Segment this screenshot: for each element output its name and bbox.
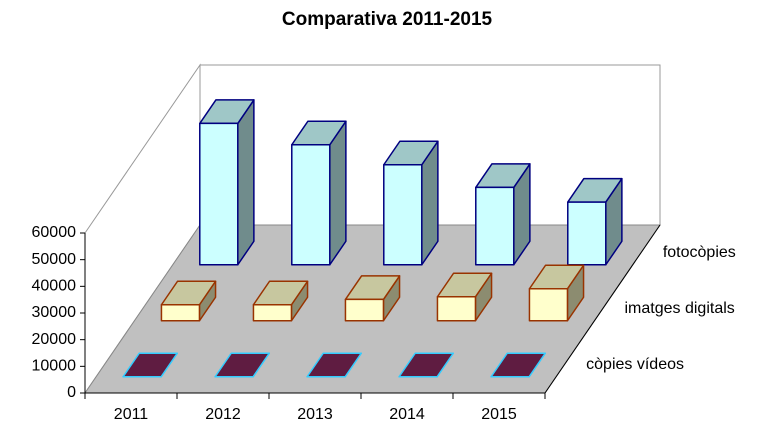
bar [436,296,477,322]
series-label: fotocòpies [663,244,736,261]
x-tick-label: 2013 [297,406,333,423]
bar [528,288,569,322]
y-tick-label: 10000 [32,358,77,375]
bar [475,186,515,266]
bar [199,122,239,266]
x-tick-label: 2011 [114,406,149,423]
bar [344,298,385,322]
bar [383,164,423,266]
y-tick-label: 60000 [32,224,77,241]
y-tick-label: 0 [67,384,76,401]
y-tick-label: 40000 [32,278,77,295]
bar [291,144,331,266]
bar-side [237,99,255,266]
y-tick-label: 20000 [32,331,77,348]
y-tick-label: 50000 [32,251,77,268]
x-tick-label: 2015 [481,406,517,423]
depth-axis [544,224,661,394]
x-tick-label: 2012 [205,406,241,423]
bar [567,201,607,266]
bar-side [329,120,347,266]
y-tick-label: 30000 [32,304,77,321]
series-label: imatges digitals [625,300,735,317]
bar [252,304,293,322]
bar [160,304,201,322]
chart-title: Comparativa 2011-2015 [282,9,493,30]
series-label: còpies vídeos [586,356,684,373]
x-tick-label: 2014 [389,406,425,423]
